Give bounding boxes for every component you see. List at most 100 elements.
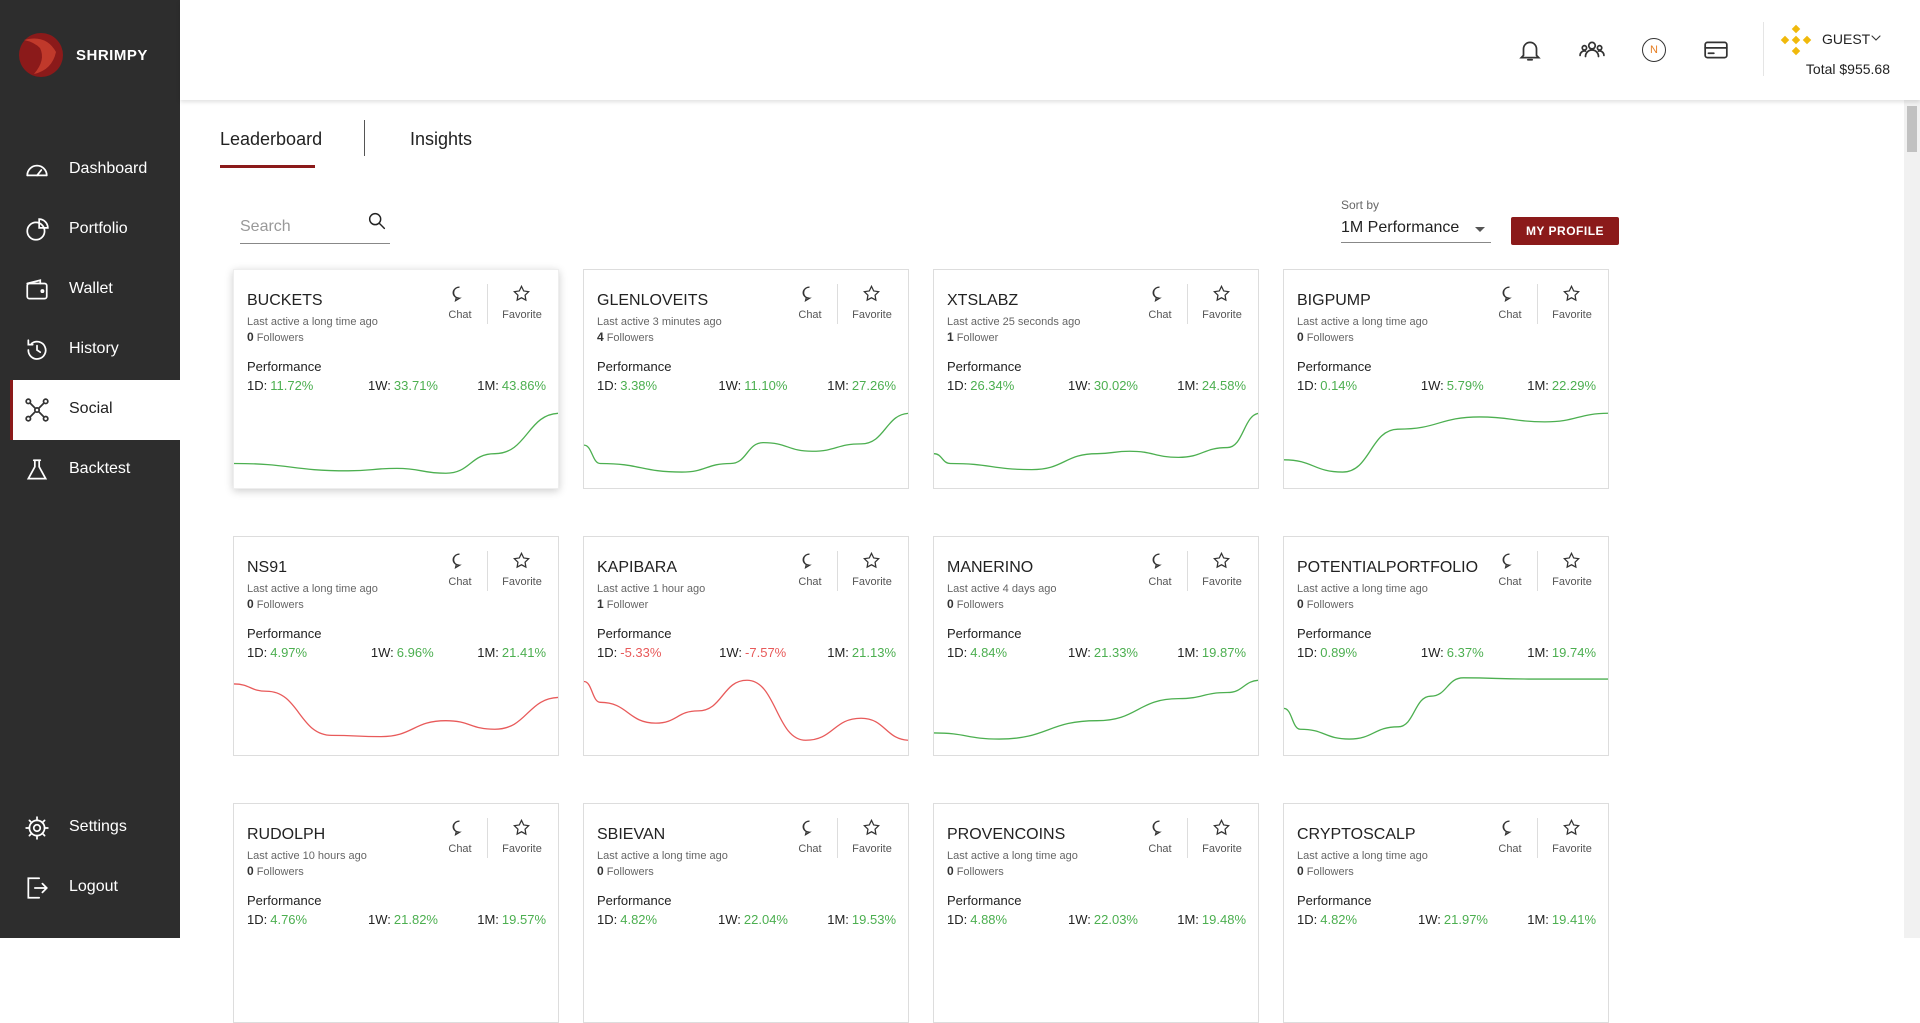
sparkline bbox=[584, 667, 908, 755]
favorite-icon[interactable] bbox=[862, 818, 881, 842]
user-menu-chevron[interactable] bbox=[1868, 30, 1884, 51]
favorite-icon[interactable] bbox=[1562, 551, 1581, 575]
stat-m1: 1M: 21.41% bbox=[477, 645, 546, 660]
avatar[interactable]: N bbox=[1642, 38, 1666, 62]
favorite-icon[interactable] bbox=[862, 551, 881, 575]
action-divider bbox=[837, 284, 838, 324]
stat-value: 19.53% bbox=[851, 912, 896, 927]
my-profile-button[interactable]: MY PROFILE bbox=[1511, 217, 1619, 245]
tab[interactable]: Insights bbox=[410, 129, 473, 149]
chat-label: Chat bbox=[448, 309, 472, 321]
action-divider bbox=[1537, 818, 1538, 858]
stat-w1: 1W: -7.57% bbox=[719, 645, 786, 660]
nav-item[interactable]: Dashboard bbox=[0, 140, 180, 200]
performance-label: Performance bbox=[597, 359, 672, 374]
nav-item[interactable]: History bbox=[0, 320, 180, 380]
bell-icon[interactable] bbox=[1517, 37, 1543, 68]
favorite-icon[interactable] bbox=[1212, 551, 1231, 575]
stat-m1: 1M: 19.48% bbox=[1177, 912, 1246, 927]
stat-value: 21.82% bbox=[393, 912, 438, 927]
favorite-icon[interactable] bbox=[1212, 284, 1231, 308]
nav-item[interactable]: Social bbox=[12, 380, 180, 440]
chat-icon[interactable] bbox=[450, 284, 469, 308]
followers: 0 Followers bbox=[597, 864, 654, 878]
chat-icon[interactable] bbox=[1150, 284, 1169, 308]
nav-icon bbox=[25, 816, 49, 840]
chat-icon[interactable] bbox=[800, 818, 819, 842]
chat-icon[interactable] bbox=[800, 284, 819, 308]
last-active: Last active 10 hours ago bbox=[247, 850, 367, 862]
nav-item[interactable]: Wallet bbox=[0, 260, 180, 320]
trader-card[interactable]: GLENLOVEITS Last active 3 minutes ago 4 Fol… bbox=[583, 269, 909, 489]
stat-label: 1D: bbox=[947, 645, 968, 660]
chat-icon[interactable] bbox=[450, 551, 469, 575]
chat-icon[interactable] bbox=[1500, 818, 1519, 842]
sort-select[interactable]: 1M Performance bbox=[1341, 216, 1491, 243]
brand: SHRIMPY bbox=[76, 47, 148, 64]
favorite-icon[interactable] bbox=[1562, 818, 1581, 842]
favorite-icon[interactable] bbox=[512, 818, 531, 842]
trader-card[interactable]: CRYPTOSCALP Last active a long time ago 0 F… bbox=[1283, 803, 1609, 1023]
user-name[interactable]: GUEST bbox=[1822, 31, 1871, 47]
tab[interactable]: Leaderboard bbox=[220, 129, 323, 149]
nav-label: Dashboard bbox=[69, 160, 148, 177]
nav-item[interactable]: Portfolio bbox=[0, 200, 180, 260]
trader-card[interactable]: XTSLABZ Last active 25 seconds ago 1 Follow… bbox=[933, 269, 1259, 489]
followers: 0 Followers bbox=[1297, 864, 1354, 878]
chat-label: Chat bbox=[1148, 309, 1172, 321]
stat-label: 1M: bbox=[1527, 378, 1549, 393]
billing-icon[interactable] bbox=[1703, 37, 1729, 68]
trader-card[interactable]: BUCKETS Last active a long time ago 0 Follo… bbox=[233, 269, 559, 489]
chat-icon[interactable] bbox=[1150, 818, 1169, 842]
sparkline bbox=[1284, 667, 1608, 755]
stat-m1: 1M: 22.29% bbox=[1527, 378, 1596, 393]
nav-item[interactable]: Settings bbox=[0, 798, 180, 858]
trader-card[interactable]: MANERINO Last active 4 days ago 0 Followers… bbox=[933, 536, 1259, 756]
chat-icon[interactable] bbox=[450, 818, 469, 842]
favorite-icon[interactable] bbox=[862, 284, 881, 308]
followers: 1 Follower bbox=[597, 597, 648, 611]
stat-value: 43.86% bbox=[501, 378, 546, 393]
chat-icon[interactable] bbox=[1500, 551, 1519, 575]
favorite-label: Favorite bbox=[1202, 309, 1242, 321]
favorite-label: Favorite bbox=[502, 843, 542, 855]
stat-d1: 1D: 4.84% bbox=[947, 645, 1007, 660]
performance-label: Performance bbox=[947, 626, 1022, 641]
follower-label: Followers bbox=[1306, 332, 1354, 344]
chat-icon[interactable] bbox=[1150, 551, 1169, 575]
follower-count: 0 bbox=[1297, 330, 1304, 344]
favorite-icon[interactable] bbox=[1562, 284, 1581, 308]
last-active: Last active 4 days ago bbox=[947, 583, 1057, 595]
stat-label: 1W: bbox=[1068, 645, 1091, 660]
trader-card[interactable]: BIGPUMP Last active a long time ago 0 Follo… bbox=[1283, 269, 1609, 489]
stat-m1: 1M: 19.74% bbox=[1527, 645, 1596, 660]
favorite-icon[interactable] bbox=[1212, 818, 1231, 842]
nav-item[interactable]: Logout bbox=[0, 858, 180, 918]
followers: 1 Follower bbox=[947, 330, 998, 344]
trader-card[interactable]: PROVENCOINS Last active a long time ago 0 F… bbox=[933, 803, 1259, 1023]
chat-label: Chat bbox=[1148, 843, 1172, 855]
favorite-icon[interactable] bbox=[512, 284, 531, 308]
stat-w1: 1W: 22.03% bbox=[1068, 912, 1138, 927]
exchange-icon bbox=[1780, 24, 1812, 61]
trader-card[interactable]: POTENTIALPORTFOLIO Last active a long tim… bbox=[1283, 536, 1609, 756]
trader-card[interactable]: NS91 Last active a long time ago 0 Follower… bbox=[233, 536, 559, 756]
scroll-thumb[interactable] bbox=[1907, 106, 1917, 152]
trader-card[interactable]: KAPIBARA Last active 1 hour ago 1 Follower C… bbox=[583, 536, 909, 756]
chat-icon[interactable] bbox=[1500, 284, 1519, 308]
action-divider bbox=[1187, 284, 1188, 324]
follower-count: 0 bbox=[597, 864, 604, 878]
stat-value: 26.34% bbox=[970, 378, 1015, 393]
search-icon[interactable] bbox=[366, 210, 388, 237]
team-icon[interactable] bbox=[1579, 37, 1605, 68]
chat-icon[interactable] bbox=[800, 551, 819, 575]
search-input[interactable]: Search bbox=[240, 210, 390, 244]
stat-m1: 1M: 19.41% bbox=[1527, 912, 1596, 927]
stat-value: 0.89% bbox=[1320, 645, 1358, 660]
nav-item[interactable]: Backtest bbox=[0, 440, 180, 500]
trader-card[interactable]: RUDOLPH Last active 10 hours ago 0 Follower… bbox=[233, 803, 559, 1023]
follower-count: 0 bbox=[947, 864, 954, 878]
trader-card[interactable]: SBIEVAN Last active a long time ago 0 Follo… bbox=[583, 803, 909, 1023]
favorite-icon[interactable] bbox=[512, 551, 531, 575]
stat-value: 22.03% bbox=[1093, 912, 1138, 927]
